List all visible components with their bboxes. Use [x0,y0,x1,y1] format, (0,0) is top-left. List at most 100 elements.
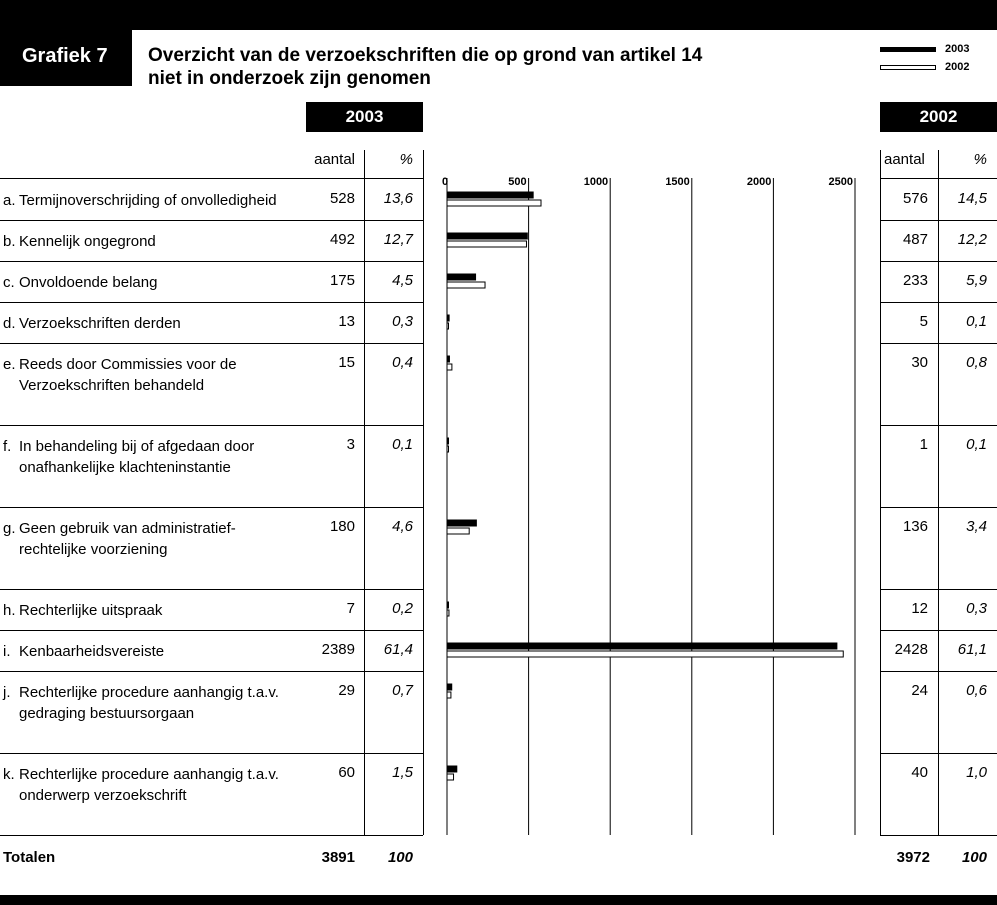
table-row: g. Geen gebruik van administratief-rechte… [0,507,997,589]
row-separator [364,220,423,221]
row-separator [938,302,997,303]
row-separator [938,507,997,508]
bar-2003-1 [446,232,528,240]
table-row: e. Reeds door Commissies voor de Verzoeks… [0,343,997,425]
row-separator [880,261,938,262]
x-tick-label: 0 [442,176,448,188]
row-separator [0,261,364,262]
bar-2002-4 [446,363,453,371]
bar-2002-9 [446,691,452,699]
cell-pct-2002: 61,1 [957,641,987,658]
cell-count-2002: 24 [911,682,928,699]
row-separator [364,425,423,426]
bar-2003-8 [446,642,838,650]
bar-2003-6 [446,519,477,527]
row-text: In behandeling bij of afgedaan door onaf… [19,438,255,476]
cell-count-2002: 233 [902,272,928,289]
table-row: b. Kennelijk ongegrond 492 12,7 487 12,2 [0,220,997,261]
row-letter: d. [3,315,16,332]
bar-2002-10 [446,773,455,781]
year-header-2002: 2002 [880,102,997,132]
row-letter: i. [3,643,11,660]
row-separator [938,261,997,262]
cell-count-2002: 1 [919,436,928,453]
row-separator [880,425,938,426]
x-tick-label: 500 [508,176,526,188]
table-row: c. Onvoldoende belang 175 4,5 233 5,9 [0,261,997,302]
table-row: a. Termijnoverschrijding of onvolledighei… [0,179,997,220]
cell-count-2003: 15 [338,354,355,371]
cell-count-2002: 576 [902,190,928,207]
row-separator [364,753,423,754]
row-separator [880,220,938,221]
table-row: j. Rechterlijke procedure aanhangig t.a.v… [0,671,997,753]
bar-2003-10 [446,765,458,773]
cell-pct-2002: 3,4 [966,518,987,535]
row-text: Termijnoverschrijding of onvolledigheid [19,192,277,209]
row-letter: k. [3,766,15,783]
cell-pct-2003: 0,7 [392,682,413,699]
cell-count-2002: 40 [911,764,928,781]
col-header-pct-2002: % [973,151,987,168]
row-text: Reeds door Commissies voor de Verzoeksch… [19,356,237,394]
cell-pct-2002: 14,5 [957,190,987,207]
cell-pct-2003: 4,6 [392,518,413,535]
row-separator [0,671,364,672]
bar-2003-0 [446,191,534,199]
table-row: h. Rechterlijke uitspraak 7 0,2 12 0,3 [0,589,997,630]
legend-label-2003: 2003 [945,43,970,55]
cell-pct-2003: 0,4 [392,354,413,371]
row-letter: e. [3,356,16,373]
cell-count-2003: 3 [346,436,355,453]
cell-pct-2002: 12,2 [957,231,987,248]
bar-2003-4 [446,355,450,363]
row-separator [0,220,364,221]
bar-2002-5 [446,445,449,453]
row-letter: h. [3,602,16,619]
bar-2003-7 [446,601,449,609]
bar-2003-5 [446,437,449,445]
col-header-count-2003: aantal [314,151,355,168]
cell-count-2003: 2389 [321,641,355,658]
bar-2002-0 [446,199,542,207]
cell-count-2003: 7 [346,600,355,617]
bar-2003-9 [446,683,453,691]
totals-rule-right [880,835,997,836]
totals-pct-2002: 100 [961,849,987,866]
col-header-pct-2003: % [399,151,413,168]
cell-count-2003: 492 [329,231,355,248]
bar-2002-2 [446,281,486,289]
totals-rule-left [0,835,423,836]
title-line-2: niet in onderzoek zijn genomen [148,68,431,89]
row-letter: j. [3,684,11,701]
row-separator [938,343,997,344]
bar-2002-8 [446,650,844,658]
bar-2002-6 [446,527,470,535]
figure-title: Overzicht van de verzoekschriften die op… [148,44,848,90]
row-letter: g. [3,520,16,537]
row-text: Rechterlijke procedure aanhangig t.a.v. … [19,684,279,722]
totals-count-2003: 3891 [321,849,355,866]
row-separator [938,425,997,426]
col-divider-left [364,150,365,835]
x-tick-label: 1500 [665,176,689,188]
legend-swatch-2002 [880,65,936,70]
row-separator [0,343,364,344]
row-separator [364,589,423,590]
bar-2003-2 [446,273,477,281]
table-row: k. Rechterlijke procedure aanhangig t.a.v… [0,753,997,835]
row-separator [938,671,997,672]
row-separator [0,302,364,303]
cell-count-2003: 60 [338,764,355,781]
row-separator [880,507,938,508]
row-separator [0,589,364,590]
row-letter: f. [3,438,12,455]
row-separator [0,753,364,754]
cell-count-2003: 175 [329,272,355,289]
row-separator [938,630,997,631]
row-letter: c. [3,274,15,291]
col-divider-left-outer [423,150,424,835]
row-separator [880,589,938,590]
x-tick-label: 2000 [747,176,771,188]
row-text: Onvoldoende belang [19,274,158,291]
